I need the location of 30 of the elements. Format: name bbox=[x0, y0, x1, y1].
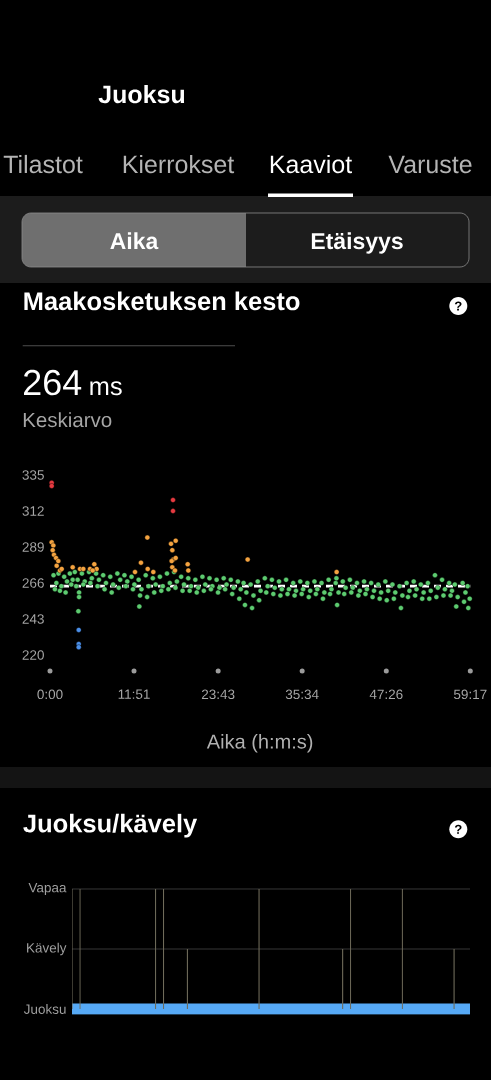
text: Etäisyys bbox=[311, 232, 403, 254]
x-tick-label: 0:00 bbox=[37, 689, 63, 700]
text: Aika bbox=[110, 232, 159, 250]
y-tick-label: 220 bbox=[22, 650, 44, 660]
chart-title: Juoksu/kävely bbox=[23, 813, 198, 838]
text: Tilastot bbox=[3, 154, 83, 174]
y-tick-label: 289 bbox=[22, 542, 44, 552]
y-tick-label: Kävely bbox=[27, 942, 67, 956]
y-tick-label: 335 bbox=[22, 470, 44, 480]
x-tick-label: 35:34 bbox=[285, 689, 319, 700]
text: Keskiarvo bbox=[23, 412, 112, 428]
text: Varuste bbox=[388, 155, 472, 174]
y-tick-label: 243 bbox=[22, 614, 44, 624]
y-tick-label: 312 bbox=[22, 506, 44, 516]
x-tick-label: 23:43 bbox=[201, 689, 235, 700]
text: ? bbox=[454, 301, 462, 311]
chart-title: Maakosketuksen kesto bbox=[24, 291, 300, 311]
x-tick-label: 47:26 bbox=[369, 689, 403, 700]
text: Kaaviot bbox=[270, 154, 352, 174]
x-axis-title: Aika (h:m:s) bbox=[206, 733, 313, 753]
y-tick-label: Juoksu bbox=[23, 1004, 66, 1014]
text: 264 bbox=[24, 369, 82, 396]
text: ? bbox=[454, 824, 462, 834]
text: Kierrokset bbox=[123, 154, 235, 174]
x-tick-label: 59:17 bbox=[453, 689, 487, 700]
text: ms bbox=[90, 381, 122, 396]
y-tick-label: 266 bbox=[22, 578, 44, 588]
x-tick-label: 11:51 bbox=[118, 689, 150, 699]
text: Juoksu bbox=[98, 84, 185, 104]
y-tick-label: Vapaa bbox=[28, 882, 67, 896]
